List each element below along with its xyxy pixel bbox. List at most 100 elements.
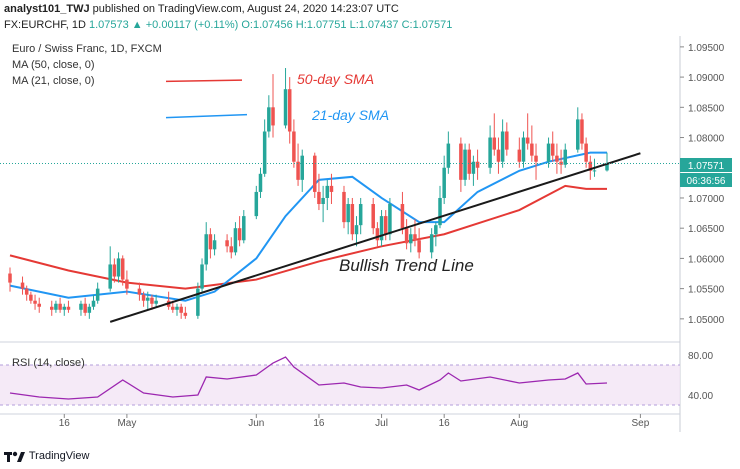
candle-body bbox=[237, 228, 242, 241]
time-badge: 06:36:56 bbox=[687, 176, 726, 187]
candle-body bbox=[196, 288, 200, 316]
candle-body bbox=[325, 185, 330, 198]
y-tick-label: 1.07000 bbox=[688, 194, 725, 205]
moving-averages bbox=[9, 151, 607, 302]
candle-body bbox=[592, 170, 597, 172]
ma50-legend: MA (50, close, 0) bbox=[12, 59, 95, 71]
x-tick-label: 16 bbox=[59, 418, 71, 429]
candle-body bbox=[212, 240, 217, 250]
candle-body bbox=[371, 204, 375, 229]
candle-body bbox=[588, 161, 593, 171]
candle-body bbox=[108, 264, 112, 289]
candle-body bbox=[183, 312, 188, 316]
candle-body bbox=[413, 234, 417, 241]
candle-body bbox=[267, 107, 271, 132]
y-tick-label: 1.05000 bbox=[688, 315, 725, 326]
candle-body bbox=[438, 197, 442, 226]
x-tick-label: 16 bbox=[313, 418, 325, 429]
candle-body bbox=[120, 258, 125, 280]
tradingview-logo[interactable]: TradingView bbox=[4, 449, 89, 463]
candle-body bbox=[446, 143, 451, 168]
candle-body bbox=[576, 119, 580, 150]
rsi-tick-label: 40.00 bbox=[688, 391, 713, 402]
candle-body bbox=[91, 300, 96, 307]
sma50-annotation: 50-day SMA bbox=[297, 71, 374, 87]
x-tick-label: Aug bbox=[510, 418, 528, 429]
time-badge-bg bbox=[680, 173, 732, 187]
candle-body bbox=[584, 143, 588, 162]
chart-header: analyst101_TWJ published on TradingView.… bbox=[0, 0, 740, 36]
y-tick-label: 1.06500 bbox=[688, 224, 725, 235]
sma21-pointer bbox=[165, 113, 248, 119]
candle-body bbox=[492, 137, 497, 150]
candle-body bbox=[534, 155, 538, 162]
bullish-trend-line bbox=[109, 152, 641, 323]
candle-body bbox=[442, 167, 446, 198]
ma50-line bbox=[9, 184, 607, 290]
candle-body bbox=[242, 216, 246, 241]
candle-body bbox=[208, 234, 213, 250]
candle-body bbox=[29, 294, 33, 301]
ma21-legend: MA (21, close, 0) bbox=[12, 75, 95, 87]
candle-body bbox=[409, 234, 413, 244]
candle-body bbox=[521, 137, 526, 162]
candle-body bbox=[496, 149, 501, 162]
candle-body bbox=[287, 89, 292, 132]
candle-body bbox=[417, 240, 421, 253]
candle-body bbox=[200, 264, 204, 289]
candle-body bbox=[550, 143, 555, 156]
axes: 1.095001.090001.085001.080001.075001.070… bbox=[59, 43, 725, 429]
symbol-code: FX:EURCHF, 1D bbox=[4, 19, 89, 31]
candle-body bbox=[175, 306, 179, 310]
candle-body bbox=[429, 234, 434, 253]
candle-body bbox=[459, 143, 463, 180]
publish-info: published on TradingView.com, August 24,… bbox=[89, 3, 399, 15]
chart-text: Euro / Swiss Franc, 1D, FXCM MA (50, clo… bbox=[12, 43, 474, 369]
candle-body bbox=[313, 155, 317, 192]
y-tick-label: 1.06000 bbox=[688, 254, 725, 265]
y-tick-label: 1.08000 bbox=[688, 134, 725, 145]
candle-body bbox=[95, 288, 100, 301]
y-tick-label: 1.09500 bbox=[688, 43, 725, 54]
candle-body bbox=[467, 149, 471, 174]
candle-body bbox=[296, 161, 300, 180]
candle-body bbox=[58, 303, 62, 310]
candle-body bbox=[171, 306, 175, 310]
candle-body bbox=[525, 137, 530, 144]
candle-body bbox=[471, 161, 476, 174]
candle-body bbox=[233, 228, 238, 253]
candle-body bbox=[154, 300, 158, 304]
candle-body bbox=[379, 216, 384, 241]
candle-body bbox=[146, 297, 150, 301]
trend-annotation: Bullish Trend Line bbox=[339, 256, 474, 275]
candle-body bbox=[388, 204, 392, 235]
candle-body bbox=[83, 303, 87, 313]
publisher-username[interactable]: analyst101_TWJ bbox=[4, 3, 90, 15]
candle-body bbox=[254, 191, 259, 217]
candle-body bbox=[66, 306, 71, 310]
candle-body bbox=[555, 155, 559, 162]
x-tick-label: May bbox=[117, 418, 136, 429]
candle-body bbox=[262, 131, 267, 174]
rsi-line bbox=[9, 356, 608, 400]
price-badge-bg bbox=[680, 158, 732, 172]
y-tick-label: 1.05500 bbox=[688, 285, 725, 296]
ma21-line bbox=[9, 151, 607, 302]
candle-body bbox=[33, 300, 37, 304]
candle-body bbox=[488, 137, 492, 168]
candle-body bbox=[321, 197, 325, 205]
candle-body bbox=[329, 185, 334, 192]
candle-body bbox=[354, 225, 359, 235]
candle-body bbox=[375, 228, 380, 241]
price-badge: 1.07571 bbox=[688, 161, 725, 172]
y-tick-label: 1.09000 bbox=[688, 73, 725, 84]
price-badges: 1.07571 06:36:56 bbox=[680, 158, 732, 187]
candle-body bbox=[530, 143, 534, 156]
candle-body bbox=[125, 279, 129, 289]
candle-body bbox=[49, 306, 54, 310]
candle-body bbox=[605, 163, 609, 171]
candle-body bbox=[137, 288, 142, 295]
symbol-legend: Euro / Swiss Franc, 1D, FXCM bbox=[12, 43, 162, 55]
candle-body bbox=[404, 228, 409, 244]
